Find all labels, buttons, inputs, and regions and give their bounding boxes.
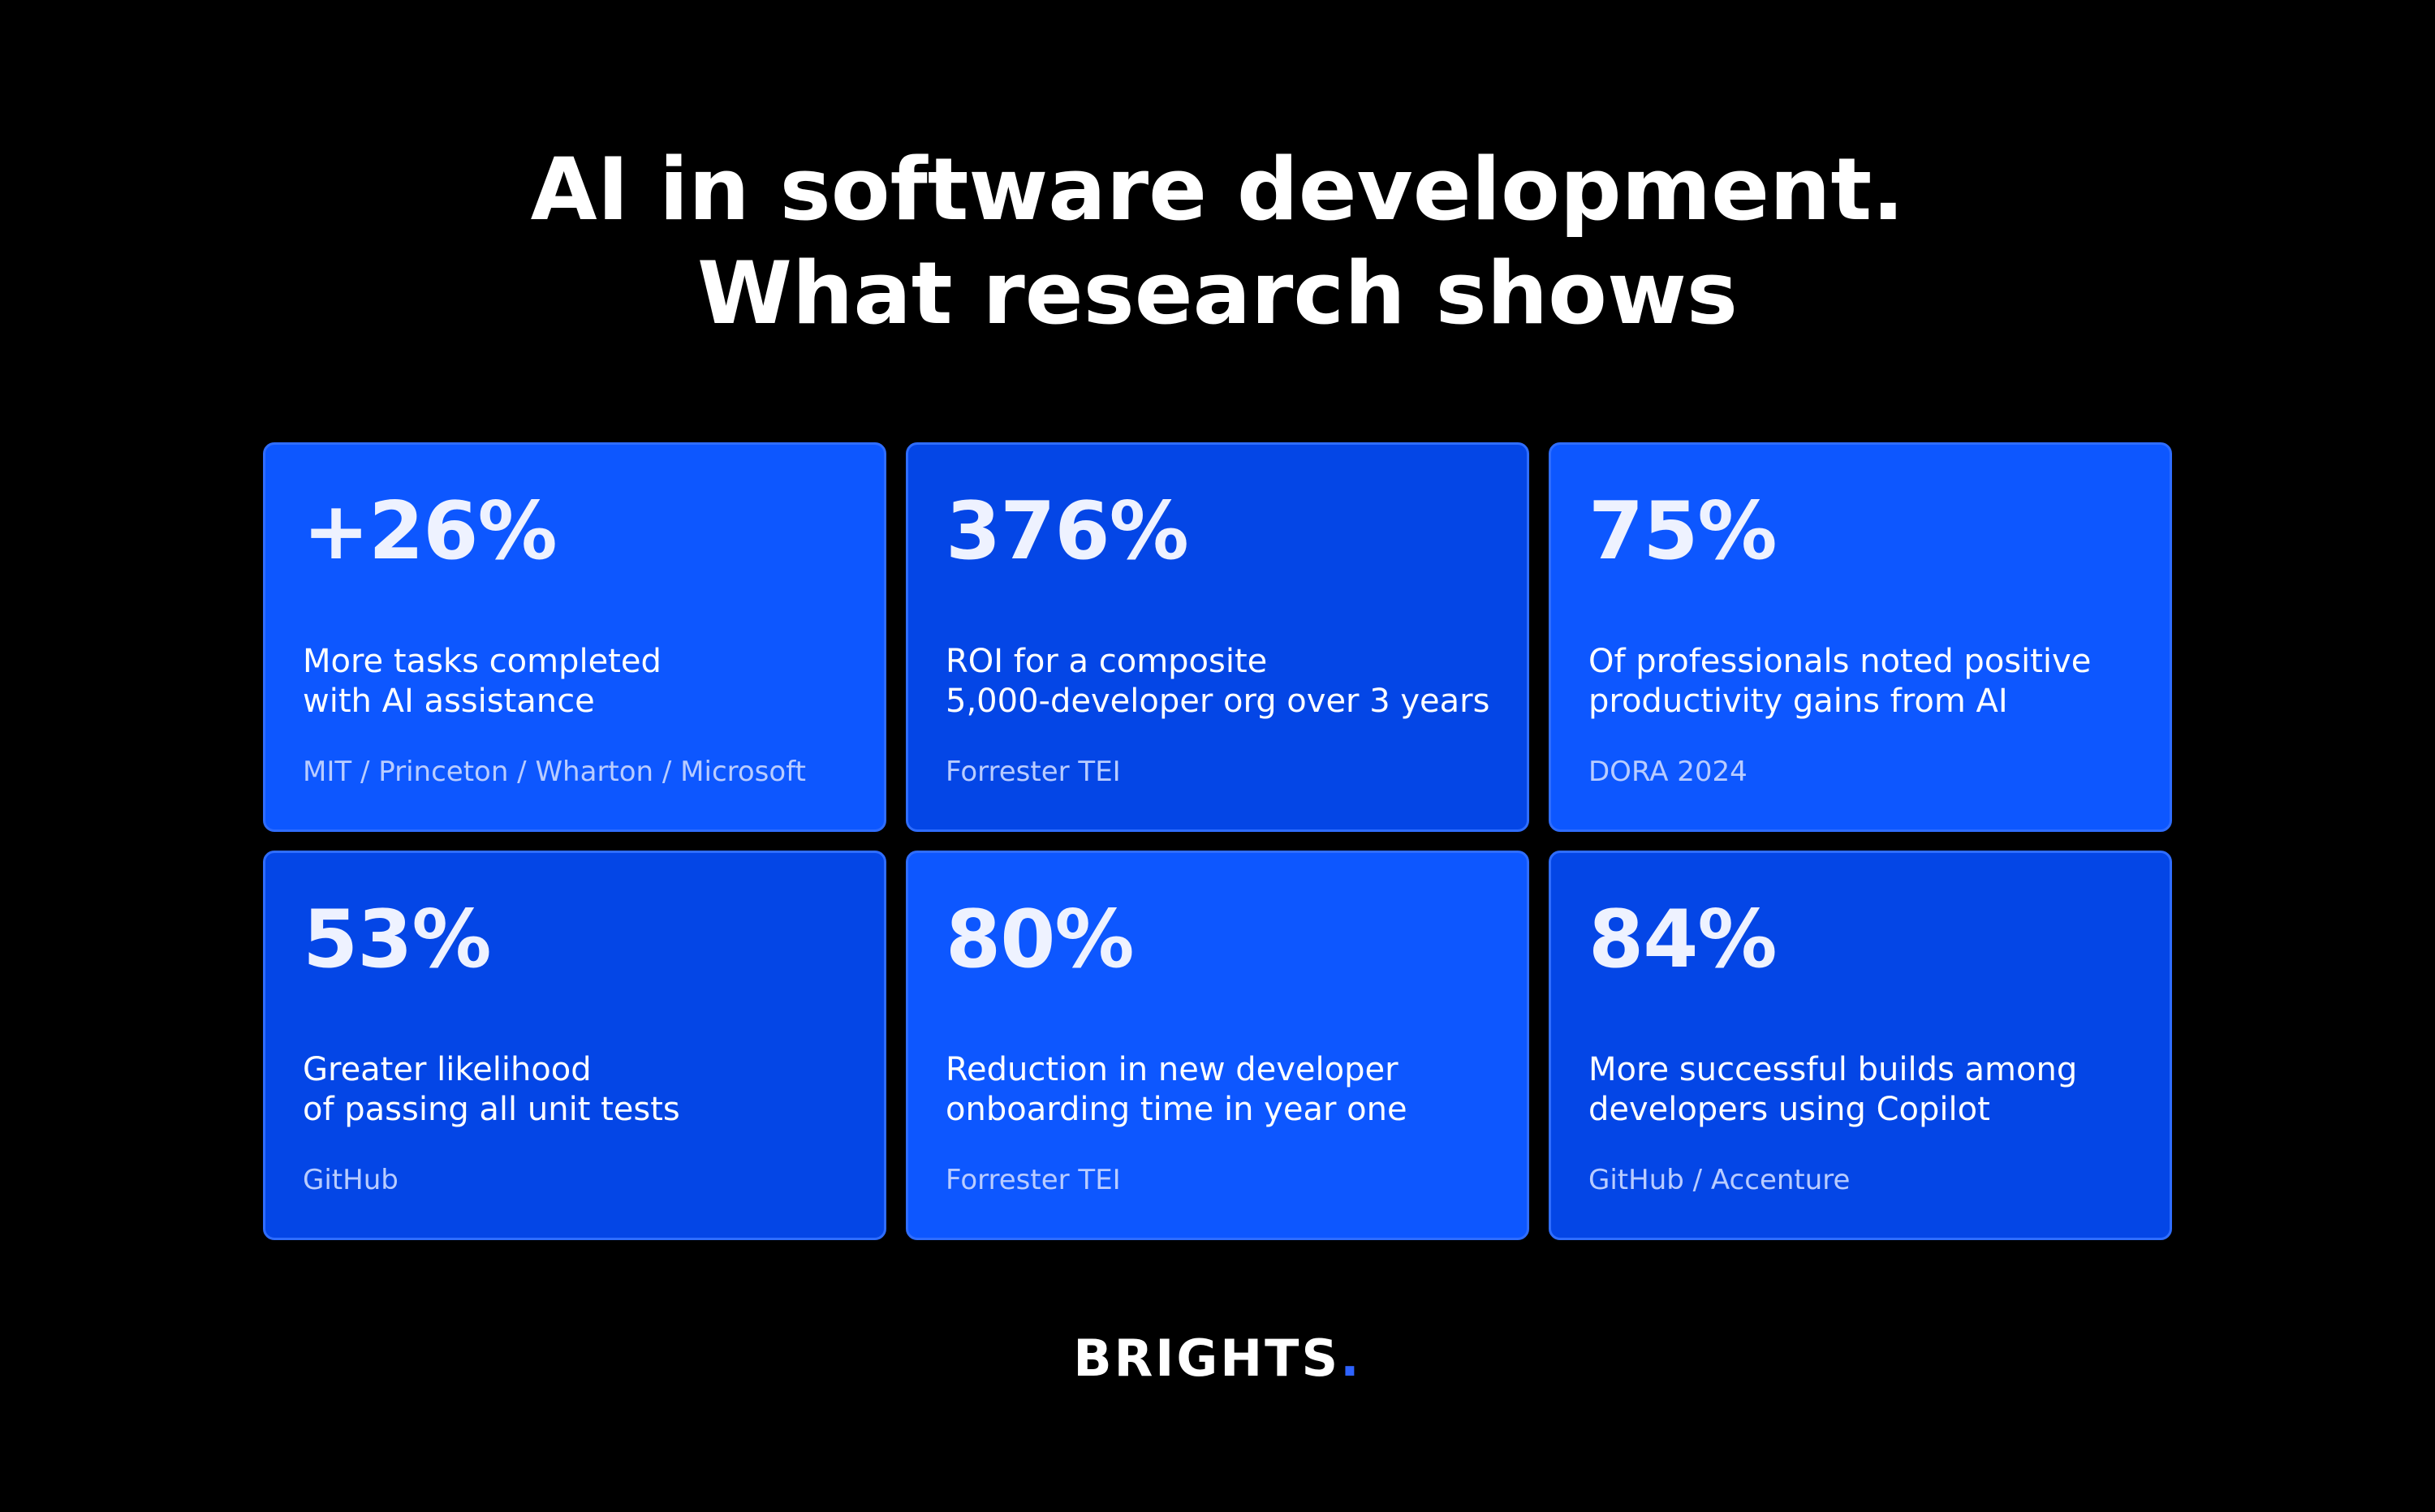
stat-description: Reduction in new developer onboarding ti… — [946, 1050, 1511, 1130]
stat-card-roi: 376% ROI for a composite 5,000-developer… — [906, 442, 1529, 832]
stat-value: 75% — [1588, 485, 1778, 578]
stat-value: 84% — [1588, 894, 1778, 986]
brights-logo: BRIGHTS. — [0, 1328, 2435, 1389]
stat-card-productivity-gains: 75% Of professionals noted positive prod… — [1549, 442, 2172, 832]
stat-description-line-1: Greater likelihood — [303, 1051, 592, 1088]
stat-source: Forrester TEI — [946, 1164, 1121, 1196]
stat-source: Forrester TEI — [946, 756, 1121, 788]
stat-description-line-2: onboarding time in year one — [946, 1091, 1407, 1128]
stat-description-line-2: 5,000-developer org over 3 years — [946, 683, 1490, 720]
page-title: AI in software development. What researc… — [0, 138, 2435, 346]
stat-value: 53% — [303, 894, 492, 986]
stat-description: More successful builds among developers … — [1588, 1050, 2153, 1130]
stat-description: ROI for a composite 5,000-developer org … — [946, 642, 1511, 722]
stat-description: More tasks completed with AI assistance — [303, 642, 868, 722]
stat-value: +26% — [303, 485, 558, 578]
stat-card-unit-tests: 53% Greater likelihood of passing all un… — [263, 851, 886, 1240]
stat-description-line-2: productivity gains from AI — [1588, 683, 2008, 720]
stat-description-line-2: with AI assistance — [303, 683, 595, 720]
page-title-line-1: AI in software development. — [530, 140, 1905, 239]
stat-description-line-2: of passing all unit tests — [303, 1091, 680, 1128]
stat-value: 80% — [946, 894, 1135, 986]
stat-card-successful-builds: 84% More successful builds among develop… — [1549, 851, 2172, 1240]
stat-description: Greater likelihood of passing all unit t… — [303, 1050, 868, 1130]
stat-description-line-1: ROI for a composite — [946, 643, 1268, 680]
stat-description-line-1: Of professionals noted positive — [1588, 643, 2092, 680]
stat-value: 376% — [946, 485, 1189, 578]
stat-card-tasks-completed: +26% More tasks completed with AI assist… — [263, 442, 886, 832]
stat-description: Of professionals noted positive producti… — [1588, 642, 2153, 722]
stat-description-line-1: More tasks completed — [303, 643, 662, 680]
page-title-line-2: What research shows — [696, 243, 1739, 343]
logo-text: BRIGHTS — [1073, 1329, 1341, 1388]
stat-source: MIT / Princeton / Wharton / Microsoft — [303, 756, 806, 788]
stat-card-onboarding-time: 80% Reduction in new developer onboardin… — [906, 851, 1529, 1240]
logo-dot: . — [1340, 1329, 1362, 1388]
stat-source: DORA 2024 — [1588, 756, 1748, 788]
stat-description-line-2: developers using Copilot — [1588, 1091, 1990, 1128]
stats-grid: +26% More tasks completed with AI assist… — [263, 442, 2172, 1240]
stat-source: GitHub — [303, 1164, 399, 1196]
stat-source: GitHub / Accenture — [1588, 1164, 1851, 1196]
stat-description-line-1: Reduction in new developer — [946, 1051, 1399, 1088]
stat-description-line-1: More successful builds among — [1588, 1051, 2078, 1088]
